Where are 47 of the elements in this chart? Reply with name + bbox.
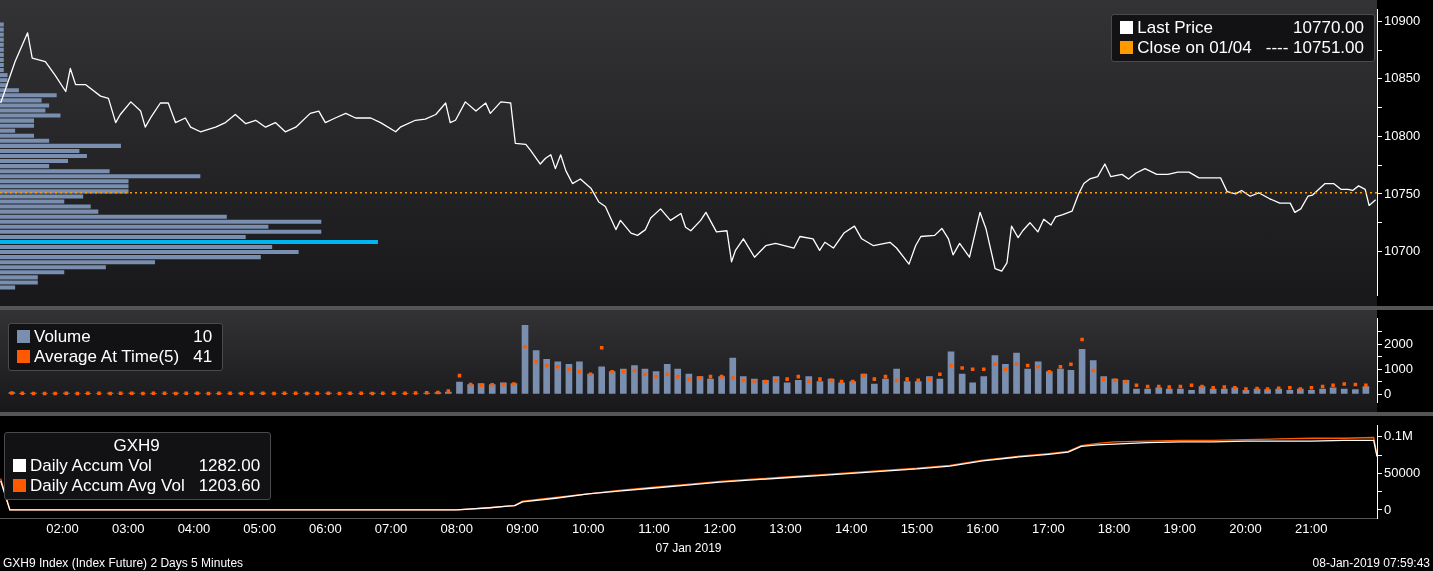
- x-tick-label: 02:00: [46, 521, 79, 537]
- x-tick-label: 05:00: [243, 521, 276, 537]
- legend-label: Volume: [34, 326, 91, 347]
- legend-label: Daily Accum Vol: [30, 455, 152, 476]
- x-tick-label: 18:00: [1097, 521, 1131, 537]
- annotation: ---- 10751.00: [1264, 37, 1364, 58]
- legend-label: Close on 01/04: [1137, 37, 1252, 58]
- annotation: 1282.00: [197, 455, 261, 476]
- annotation: 1203.60: [197, 475, 261, 496]
- x-tick-label: 20:00: [1229, 521, 1262, 537]
- y-tick-label: 0.1M: [1384, 428, 1413, 444]
- y-tick-label: 10850: [1384, 70, 1421, 86]
- y-tick-label: 1000: [1384, 360, 1413, 376]
- x-tick-label: 04:00: [177, 521, 211, 537]
- annotation: 10770.00: [1292, 17, 1364, 38]
- x-tick-label: 10:00: [571, 521, 605, 537]
- legend-title: GXH9: [112, 435, 161, 456]
- legend-label: Average At Time(5): [34, 346, 180, 367]
- y-tick-label: 10800: [1384, 127, 1421, 143]
- y-tick-label: 10700: [1384, 243, 1421, 259]
- x-tick-label: 17:00: [1032, 521, 1065, 537]
- y-tick-label: 10900: [1384, 12, 1421, 28]
- annotation: 41: [192, 346, 213, 367]
- text: GXH9 Index (Index Future) 2 Days 5 Minutes: [3, 556, 244, 570]
- y-tick-label: 50000: [1384, 464, 1421, 480]
- y-tick-label: 0: [1384, 385, 1392, 401]
- x-tick-label: 15:00: [900, 521, 934, 537]
- x-tick-label: 11:00: [638, 521, 670, 537]
- x-tick-label: 19:00: [1163, 521, 1197, 537]
- y-tick-label: 0: [1384, 501, 1392, 517]
- x-tick-label: 14:00: [834, 521, 868, 537]
- x-tick-label: 21:00: [1295, 521, 1328, 537]
- y-tick-label: 10750: [1384, 185, 1421, 201]
- x-tick-label: 03:00: [111, 521, 145, 537]
- annotation: 10: [192, 326, 213, 347]
- y-tick-label: 2000: [1384, 335, 1413, 351]
- x-tick-label: 09:00: [506, 521, 539, 537]
- x-tick-label: 16:00: [966, 521, 999, 537]
- legend-label: Daily Accum Avg Vol: [30, 475, 185, 496]
- x-tick-label: 12:00: [703, 521, 736, 537]
- x-tick-label: 08:00: [440, 521, 474, 537]
- legend-label: Last Price: [1137, 17, 1213, 38]
- x-tick-label: 07:00: [374, 521, 408, 537]
- x-axis-title: 07 Jan 2019: [655, 541, 722, 556]
- text: 08-Jan-2019 07:59:43: [1312, 556, 1430, 570]
- x-tick-label: 06:00: [309, 521, 342, 537]
- x-tick-label: 13:00: [769, 521, 802, 537]
